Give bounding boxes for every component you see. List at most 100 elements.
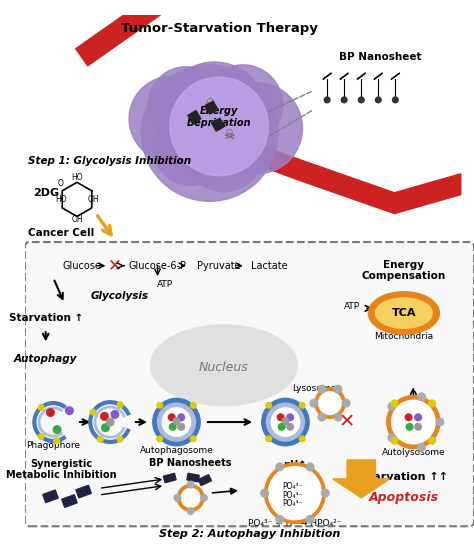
Circle shape xyxy=(300,403,305,408)
Bar xyxy=(198,475,211,486)
Circle shape xyxy=(268,467,321,520)
Circle shape xyxy=(375,97,381,102)
Text: PO₄³⁻: PO₄³⁻ xyxy=(283,482,303,491)
Text: Synergistic
Metabolic Inhibition: Synergistic Metabolic Inhibition xyxy=(6,458,116,480)
Circle shape xyxy=(157,403,195,441)
Circle shape xyxy=(287,423,293,430)
Text: Mitochondria: Mitochondria xyxy=(374,333,433,341)
Circle shape xyxy=(287,414,293,421)
Circle shape xyxy=(100,413,108,420)
Bar xyxy=(188,111,201,124)
Circle shape xyxy=(278,423,285,430)
Text: Starvation ↑↑: Starvation ↑↑ xyxy=(360,472,448,482)
FancyArrow shape xyxy=(76,0,182,66)
Circle shape xyxy=(261,490,268,497)
Text: PO₄³⁻: PO₄³⁻ xyxy=(283,499,303,508)
Circle shape xyxy=(276,463,283,471)
Circle shape xyxy=(187,481,194,488)
Circle shape xyxy=(319,392,341,414)
Polygon shape xyxy=(247,140,461,213)
Circle shape xyxy=(306,516,314,523)
Text: ✕: ✕ xyxy=(339,413,355,432)
Circle shape xyxy=(264,463,325,524)
Circle shape xyxy=(271,408,300,436)
Text: Energy
Compensation: Energy Compensation xyxy=(362,260,446,281)
Circle shape xyxy=(318,413,326,421)
Circle shape xyxy=(406,423,413,430)
Circle shape xyxy=(387,395,440,448)
Text: Autolysosome: Autolysosome xyxy=(382,448,445,457)
Circle shape xyxy=(392,97,398,102)
Circle shape xyxy=(117,402,123,408)
Text: Energy
Deprivation: Energy Deprivation xyxy=(187,106,251,128)
Circle shape xyxy=(184,112,264,192)
Circle shape xyxy=(415,423,421,430)
Text: OH: OH xyxy=(87,195,99,204)
Circle shape xyxy=(266,403,304,441)
Circle shape xyxy=(148,67,224,143)
Text: Tumor-Starvation Therapy: Tumor-Starvation Therapy xyxy=(121,22,318,35)
Circle shape xyxy=(106,418,114,426)
Circle shape xyxy=(276,516,283,523)
Circle shape xyxy=(162,62,266,166)
Circle shape xyxy=(388,403,396,411)
Circle shape xyxy=(341,97,347,102)
Text: PO₄³⁻ + H⁺ → HPO₄²⁻: PO₄³⁻ + H⁺ → HPO₄²⁻ xyxy=(248,519,342,528)
Circle shape xyxy=(65,407,73,414)
Circle shape xyxy=(388,434,396,442)
Circle shape xyxy=(315,388,345,418)
Text: ✕: ✕ xyxy=(108,257,122,275)
Text: ATP: ATP xyxy=(157,280,173,289)
Text: OH: OH xyxy=(71,215,83,224)
Circle shape xyxy=(391,437,398,444)
Circle shape xyxy=(97,437,103,442)
Circle shape xyxy=(201,495,207,501)
Text: 2DG: 2DG xyxy=(33,188,59,198)
Circle shape xyxy=(53,426,61,433)
Circle shape xyxy=(282,418,289,424)
Text: PO₄³⁻: PO₄³⁻ xyxy=(283,491,303,500)
Circle shape xyxy=(306,463,314,471)
Circle shape xyxy=(334,413,342,421)
Ellipse shape xyxy=(150,325,297,405)
Circle shape xyxy=(429,400,436,407)
Text: Step 1: Glycolysis Inhibition: Step 1: Glycolysis Inhibition xyxy=(27,157,191,167)
Text: Lysosome: Lysosome xyxy=(292,384,336,393)
Circle shape xyxy=(178,423,184,430)
Text: Apoptosis: Apoptosis xyxy=(369,491,439,504)
Bar xyxy=(76,485,91,498)
Circle shape xyxy=(129,76,214,162)
Circle shape xyxy=(391,400,398,407)
Circle shape xyxy=(38,434,44,439)
Circle shape xyxy=(203,65,283,144)
Circle shape xyxy=(277,414,284,421)
Text: TCA: TCA xyxy=(392,308,416,318)
Circle shape xyxy=(170,77,268,175)
Circle shape xyxy=(178,414,184,421)
Text: Nucleus: Nucleus xyxy=(199,360,249,374)
Circle shape xyxy=(342,399,350,407)
Circle shape xyxy=(358,97,364,102)
Circle shape xyxy=(418,443,425,451)
Circle shape xyxy=(169,423,176,430)
Text: ☠: ☠ xyxy=(223,129,234,143)
Circle shape xyxy=(405,414,412,421)
Circle shape xyxy=(153,109,228,185)
Circle shape xyxy=(168,414,175,421)
Polygon shape xyxy=(333,460,390,498)
Text: Glucose-6-P: Glucose-6-P xyxy=(128,261,187,271)
Circle shape xyxy=(111,411,118,418)
Circle shape xyxy=(191,436,196,442)
Circle shape xyxy=(392,400,435,444)
Bar xyxy=(62,495,77,507)
Circle shape xyxy=(157,403,163,408)
Circle shape xyxy=(54,438,59,443)
Text: Autophagosome: Autophagosome xyxy=(140,446,213,455)
Bar xyxy=(187,473,199,482)
Text: HO: HO xyxy=(71,173,83,182)
Circle shape xyxy=(157,436,163,442)
Ellipse shape xyxy=(375,298,432,328)
Circle shape xyxy=(162,408,191,436)
Circle shape xyxy=(187,508,194,515)
Circle shape xyxy=(90,409,96,415)
